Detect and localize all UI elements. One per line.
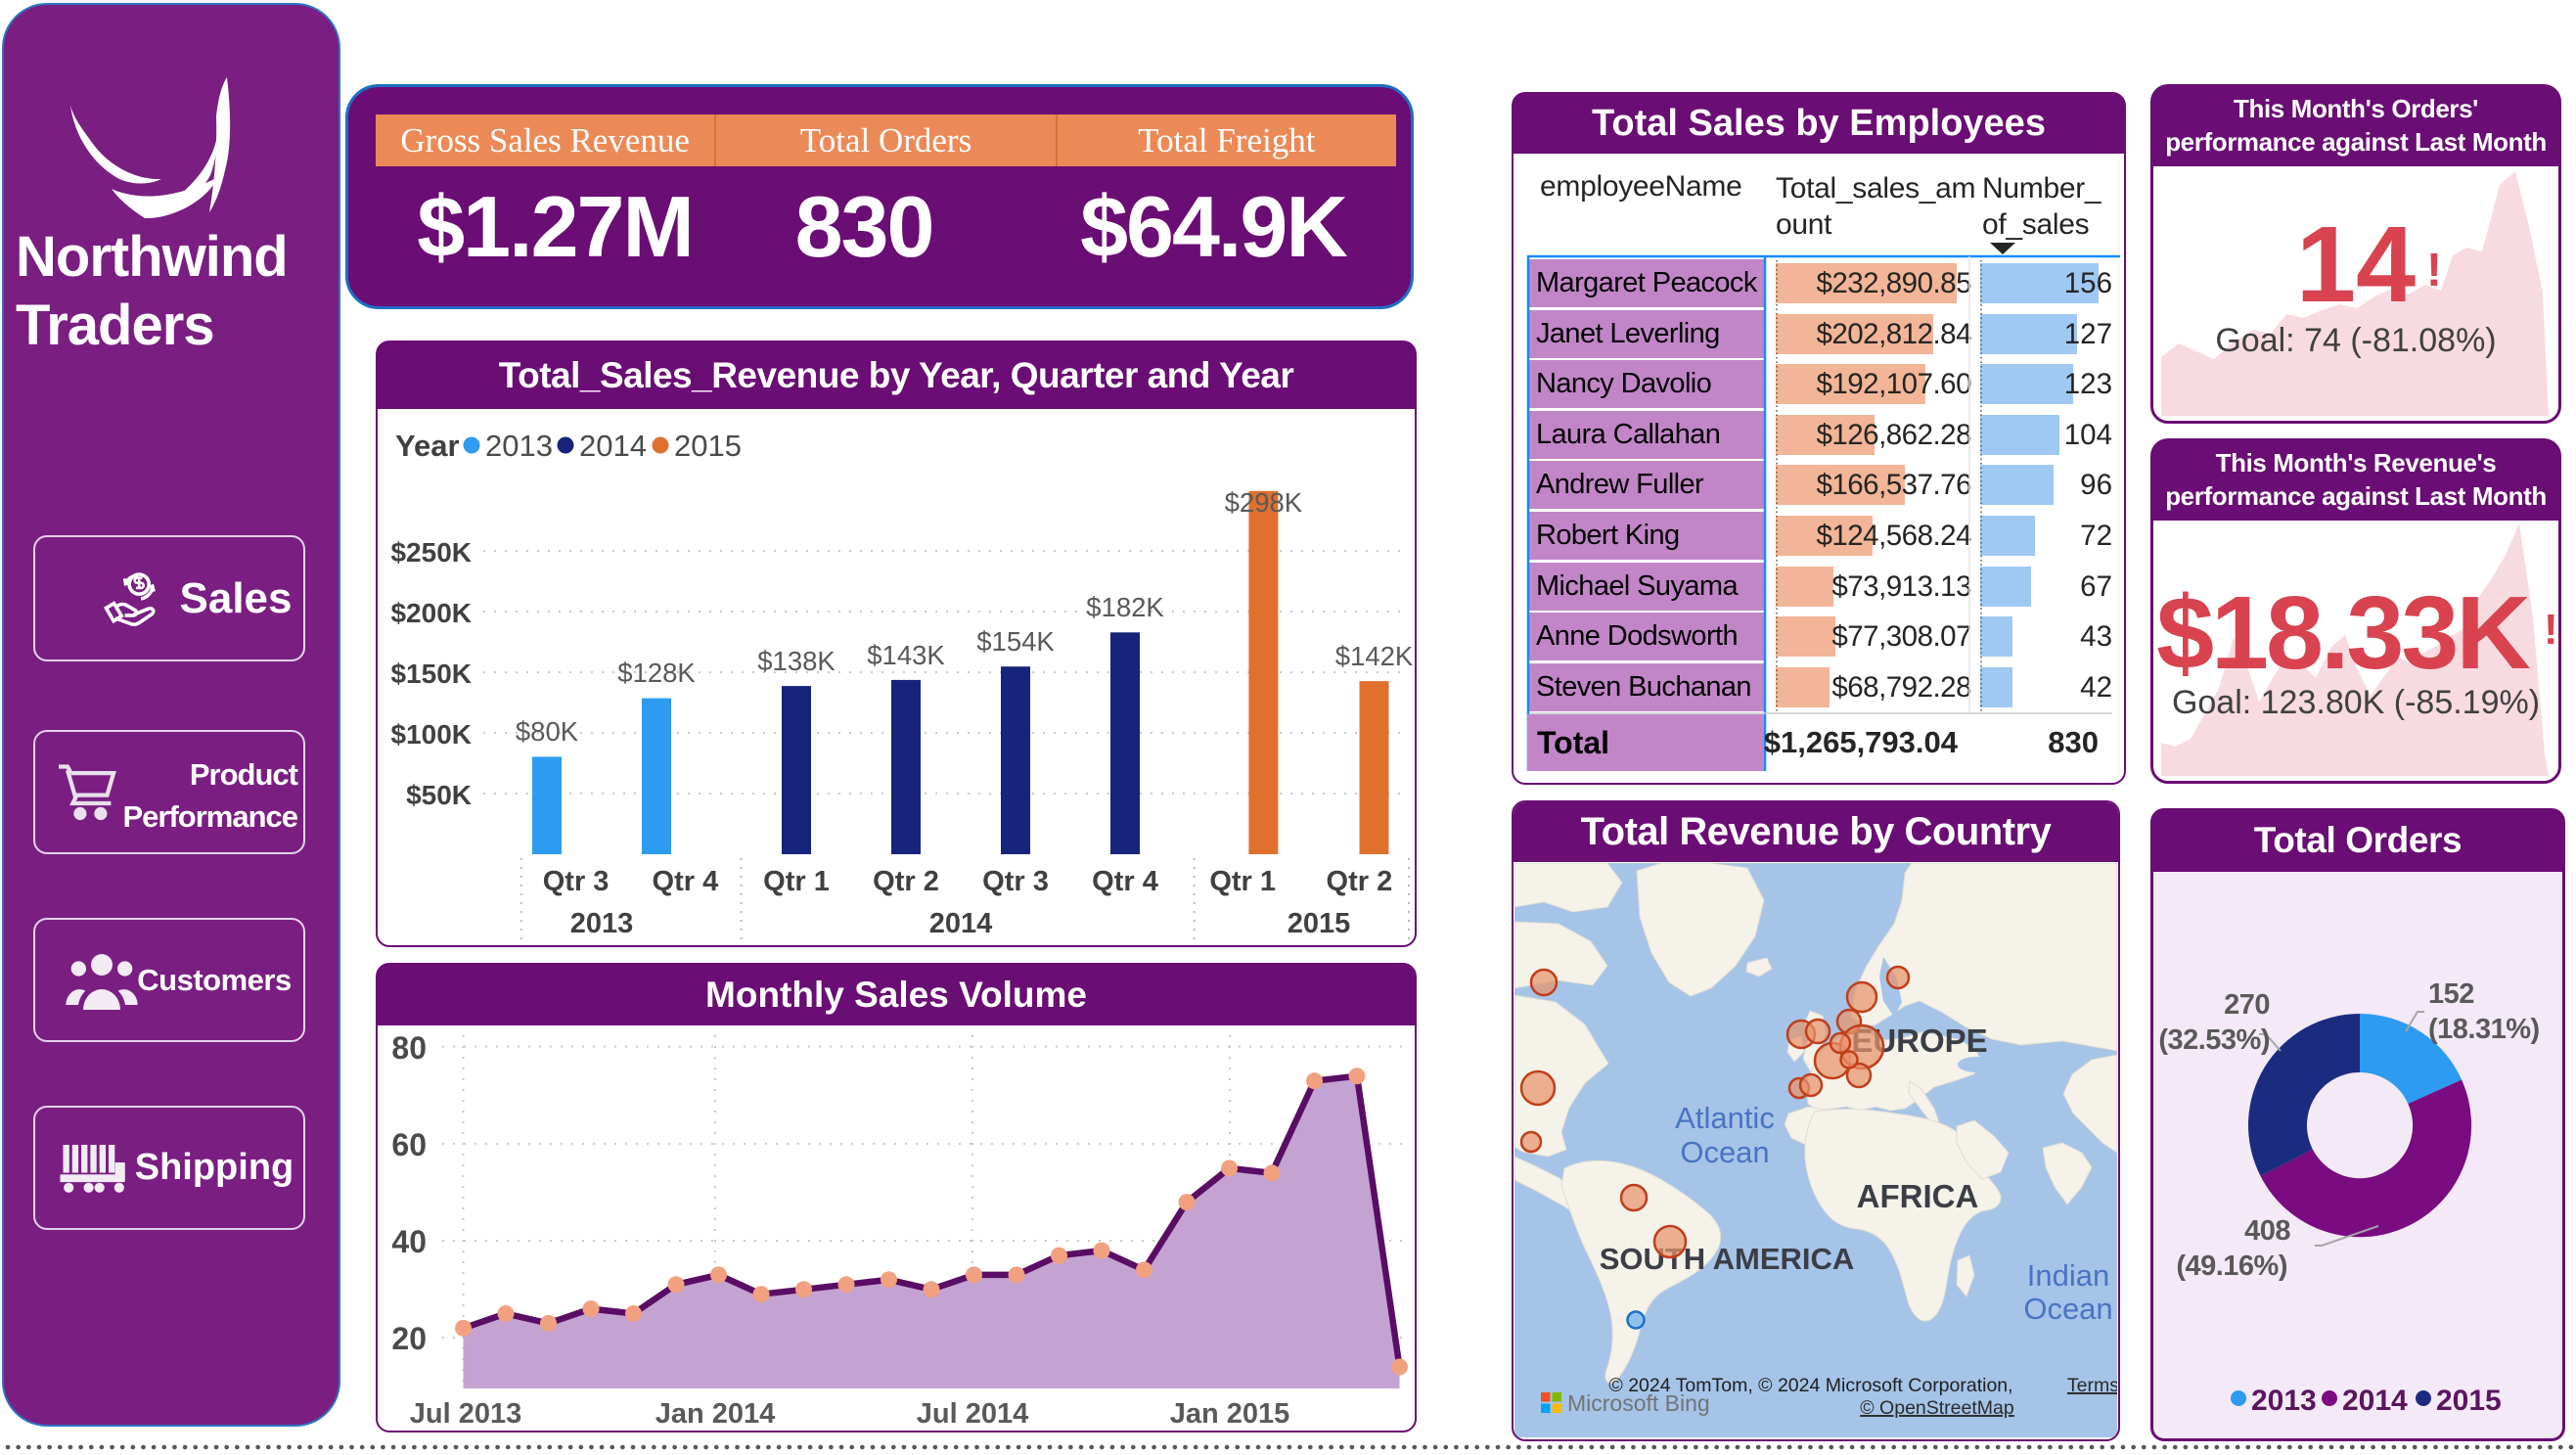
- svg-text:Qtr 4: Qtr 4: [1092, 866, 1158, 897]
- svg-text:2013: 2013: [2251, 1385, 2317, 1417]
- svg-text:Ocean: Ocean: [2023, 1292, 2112, 1326]
- svg-text:(18.31%): (18.31%): [2428, 1014, 2540, 1045]
- svg-text:© OpenStreetMap: © OpenStreetMap: [1860, 1397, 2014, 1419]
- svg-text:2015: 2015: [1288, 908, 1351, 939]
- svg-text:Indian: Indian: [2027, 1258, 2109, 1293]
- svg-text:$100K: $100K: [390, 719, 472, 750]
- svg-text:80: 80: [391, 1030, 427, 1066]
- svg-text:(49.16%): (49.16%): [2176, 1250, 2287, 1282]
- svg-text:2014: 2014: [2342, 1385, 2408, 1417]
- svg-text:$50K: $50K: [406, 780, 472, 810]
- svg-text:$298K: $298K: [1225, 487, 1303, 518]
- svg-text:Jan 2015: Jan 2015: [1170, 1398, 1290, 1430]
- svg-text:Qtr 3: Qtr 3: [543, 866, 610, 897]
- svg-text:2015: 2015: [2436, 1385, 2502, 1417]
- svg-text:Qtr 1: Qtr 1: [763, 866, 830, 897]
- svg-text:Year: Year: [395, 429, 460, 463]
- svg-text:Atlantic: Atlantic: [1675, 1101, 1775, 1135]
- svg-text:SOUTH AMERICA: SOUTH AMERICA: [1600, 1242, 1855, 1276]
- svg-text:Qtr 2: Qtr 2: [1327, 866, 1393, 897]
- svg-text:$138K: $138K: [757, 646, 836, 676]
- svg-text:$150K: $150K: [390, 659, 472, 689]
- svg-text:Terms: Terms: [2067, 1375, 2117, 1396]
- svg-text:$200K: $200K: [390, 598, 472, 628]
- svg-text:40: 40: [391, 1224, 427, 1259]
- svg-text:Ocean: Ocean: [1680, 1135, 1769, 1169]
- svg-text:$143K: $143K: [867, 640, 945, 670]
- svg-text:Microsoft Bing: Microsoft Bing: [1567, 1390, 1710, 1416]
- svg-text:$182K: $182K: [1086, 592, 1164, 622]
- svg-text:$80K: $80K: [516, 716, 579, 747]
- svg-text:Qtr 3: Qtr 3: [982, 866, 1049, 897]
- svg-text:Qtr 1: Qtr 1: [1209, 866, 1276, 897]
- svg-text:20: 20: [391, 1321, 427, 1356]
- svg-text:2013: 2013: [570, 908, 634, 939]
- svg-text:$154K: $154K: [976, 626, 1055, 657]
- svg-text:$250K: $250K: [390, 537, 472, 568]
- svg-text:AFRICA: AFRICA: [1857, 1178, 1979, 1214]
- svg-text:2014: 2014: [929, 908, 993, 939]
- svg-text:270: 270: [2224, 989, 2270, 1021]
- svg-text:$128K: $128K: [617, 658, 696, 688]
- svg-text:408: 408: [2244, 1215, 2290, 1247]
- svg-text:60: 60: [391, 1127, 427, 1162]
- svg-text:Qtr 2: Qtr 2: [873, 866, 939, 897]
- svg-text:Jan 2014: Jan 2014: [655, 1398, 776, 1430]
- svg-text:Jul 2013: Jul 2013: [410, 1398, 521, 1430]
- svg-text:152: 152: [2428, 978, 2474, 1010]
- svg-text:2014: 2014: [579, 429, 647, 463]
- svg-text:Qtr 4: Qtr 4: [653, 866, 719, 897]
- svg-text:Jul 2014: Jul 2014: [917, 1398, 1028, 1430]
- svg-text:(32.53%): (32.53%): [2158, 1024, 2270, 1056]
- svg-text:$142K: $142K: [1335, 641, 1414, 671]
- svg-text:2015: 2015: [674, 429, 742, 463]
- svg-text:2013: 2013: [485, 429, 553, 463]
- svg-text:© 2024 TomTom, © 2024 Microsof: © 2024 TomTom, © 2024 Microsoft Corporat…: [1608, 1375, 2012, 1396]
